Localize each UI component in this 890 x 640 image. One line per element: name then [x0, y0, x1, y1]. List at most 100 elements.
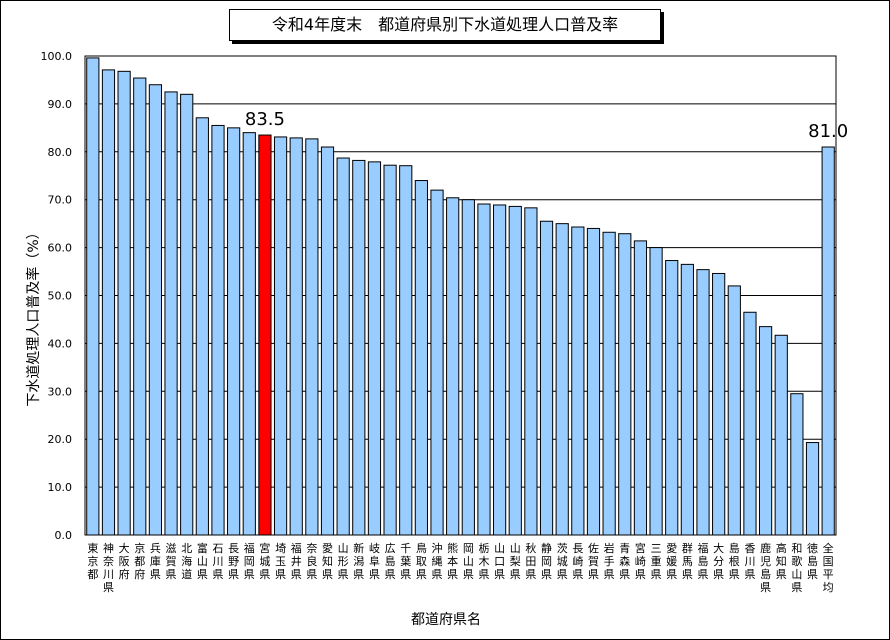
bar-31: [571, 226, 585, 536]
x-tick-label: 宮城県: [259, 541, 270, 581]
bar-12: [273, 136, 288, 536]
bar-39: [696, 269, 710, 536]
x-tick-label: 静岡県: [541, 541, 552, 581]
bar-23: [446, 197, 460, 536]
x-tick-label: 京都府: [134, 541, 145, 581]
bar-0: [86, 57, 100, 536]
y-tick-label: 50.0: [48, 290, 73, 303]
y-tick-label: 70.0: [48, 194, 73, 207]
bar-17: [352, 159, 366, 536]
x-tick-label: 鳥取県: [416, 541, 427, 581]
bar-15: [320, 146, 335, 536]
x-tick-label: 富山県: [197, 541, 208, 581]
x-tick-label: 山形県: [338, 542, 349, 581]
bar-47: [821, 146, 835, 536]
bar-35: [633, 240, 648, 536]
y-tick-label: 0.0: [55, 529, 73, 542]
x-tick-label: 福島県: [698, 541, 709, 581]
bar-21: [414, 180, 428, 536]
x-tick-label: 山口県: [494, 542, 505, 581]
x-tick-label: 高知県: [776, 541, 787, 581]
y-tick-labels: 0.0 10.0 20.0 30.0 40.0 50.0 60.0 70.0 80.0 90.0 1…: [41, 50, 73, 542]
x-tick-label: 徳島県: [807, 542, 818, 581]
bar-3: [133, 77, 147, 536]
bar-1: [101, 69, 116, 536]
bar-42: [743, 311, 757, 536]
bar-24: [461, 199, 475, 536]
bars: [86, 57, 835, 536]
x-tick-label: 新潟県: [353, 541, 364, 581]
y-tick-label: 90.0: [48, 98, 73, 111]
x-tick-label: 北海道: [181, 542, 192, 581]
data-labels: 83.5 81.0: [245, 109, 848, 142]
bar-9: [227, 127, 241, 536]
bar-11: [258, 134, 272, 536]
x-tick-label: 島根県: [729, 541, 740, 581]
bar-46: [805, 442, 820, 536]
x-tick-label: 茨城県: [557, 541, 568, 581]
x-tick-label: 千葉県: [400, 542, 411, 581]
y-tick-label: 10.0: [48, 481, 73, 494]
bar-28: [524, 207, 538, 536]
bar-4: [148, 84, 163, 536]
x-tick-label: 岩手県: [604, 541, 615, 581]
bar-8: [211, 124, 225, 536]
x-tick-label: 群馬県: [682, 541, 693, 581]
bar-34: [618, 233, 632, 536]
x-tick-label: 香川県: [744, 542, 755, 581]
x-tick-label: 長崎県: [572, 542, 583, 581]
bar-29: [539, 220, 554, 536]
x-tick-label: 奈良県: [306, 541, 317, 581]
x-tick-label: 兵庫県: [150, 542, 161, 581]
x-axis-label: 都道府県名: [411, 612, 481, 628]
x-tick-label: 広島県: [385, 542, 396, 581]
bar-2: [117, 70, 131, 536]
bar-43: [758, 326, 773, 536]
bar-36: [649, 247, 663, 536]
x-tick-label: 鹿児島県: [760, 541, 771, 594]
x-tick-label: 和歌山県: [791, 542, 802, 594]
bar-30: [555, 223, 569, 536]
x-tick-labels: 東京都神奈川県大阪府京都府兵庫県滋賀県北海道富山県石川県長野県福岡県宮城県埼玉県…: [87, 541, 833, 594]
bar-6: [180, 93, 194, 536]
gridlines: [85, 103, 836, 488]
x-tick-label: 埼玉県: [275, 541, 286, 581]
x-tick-label: 愛知県: [322, 542, 333, 581]
data-label: 81.0: [808, 121, 848, 142]
bar-13: [289, 137, 303, 536]
bar-18: [367, 161, 382, 536]
y-tick-label: 20.0: [48, 433, 73, 446]
x-tick-label: 岡山県: [463, 542, 474, 581]
x-tick-label: 沖縄県: [432, 542, 443, 581]
bar-44: [774, 334, 788, 536]
bar-32: [586, 227, 601, 536]
x-tick-label: 宮崎県: [635, 541, 646, 581]
bar-41: [727, 285, 741, 536]
y-tick-label: 100.0: [41, 50, 73, 63]
bar-26: [493, 204, 507, 536]
x-tick-label: 大阪府: [119, 541, 130, 581]
x-tick-label: 佐賀県: [588, 541, 599, 581]
x-tick-label: 岐阜県: [369, 542, 380, 581]
x-tick-label: 東京都: [87, 542, 98, 581]
bar-16: [336, 157, 350, 536]
x-tick-label: 秋田県: [525, 541, 536, 581]
y-tick-label: 30.0: [48, 385, 73, 398]
y-tick-label: 80.0: [48, 146, 73, 159]
bar-27: [508, 205, 522, 536]
bar-38: [680, 263, 694, 536]
bar-37: [665, 260, 679, 536]
x-tick-label: 熊本県: [447, 541, 458, 581]
x-tick-label: 三重県: [651, 542, 662, 581]
bar-5: [164, 91, 178, 536]
x-tick-label: 愛媛県: [666, 542, 677, 581]
chart-title: 令和4年度末 都道府県別下水道処理人口普及率: [229, 9, 661, 41]
y-tick-label: 60.0: [48, 242, 73, 255]
bar-45: [790, 393, 804, 536]
bar-22: [430, 189, 444, 536]
x-tick-label: 青森県: [619, 542, 630, 581]
x-tick-label: 滋賀県: [166, 542, 177, 581]
bar-40: [712, 272, 726, 536]
bar-33: [602, 231, 616, 536]
x-tick-label: 長野県: [228, 542, 239, 581]
